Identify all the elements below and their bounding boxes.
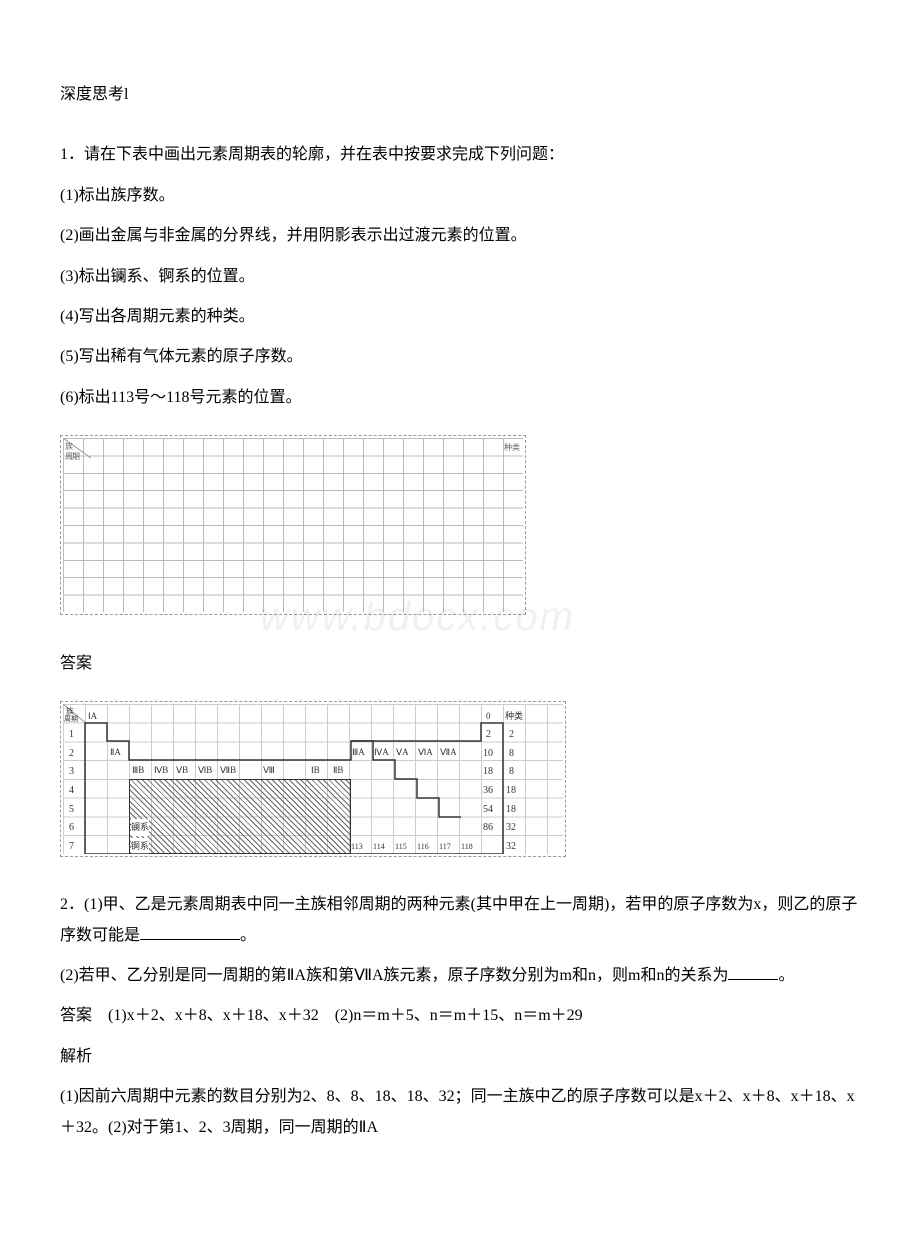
group-label: ⅦA <box>440 744 457 761</box>
group-label: ⅠA <box>88 708 97 725</box>
group-label: ⅠB <box>311 762 320 779</box>
count-num: 2 <box>509 725 514 744</box>
count-num: 32 <box>506 818 516 837</box>
q1-intro: 1．请在下表中画出元素周期表的轮廓，并在表中按要求完成下列问题： <box>60 140 860 170</box>
group-label: 0 <box>486 708 491 725</box>
grid1-corner-right: 种类 <box>504 440 520 455</box>
period-num: 4 <box>69 781 74 800</box>
group-label: ⅣB <box>154 762 168 779</box>
lanthanide-label: 镧系 <box>131 819 149 836</box>
period-num: 3 <box>69 762 74 781</box>
blank-line <box>728 963 778 980</box>
answer-2-text: (1)x＋2、x＋8、x＋18、x＋32 (2)n＝m＋5、n＝m＋15、n＝m… <box>108 1007 583 1024</box>
q2-2-text: (2)若甲、乙分别是同一周期的第ⅡA族和第ⅦA族元素，原子序数分别为m和n，则m… <box>60 967 728 984</box>
group-label: ⅣA <box>374 744 389 761</box>
period-num: 2 <box>69 744 74 763</box>
grid1-corner-period: 周期 <box>65 449 79 464</box>
answer-2: 答案 (1)x＋2、x＋8、x＋18、x＋32 (2)n＝m＋5、n＝m＋15、… <box>60 1001 860 1031</box>
group-label: ⅦB <box>220 762 236 779</box>
period-num: 5 <box>69 800 74 819</box>
group-label: ⅤA <box>396 744 409 761</box>
elem-114: 114 <box>373 839 385 854</box>
q1-item-3: (3)标出镧系、锕系的位置。 <box>60 262 860 292</box>
period-num: 1 <box>69 725 74 744</box>
q2-2-end: 。 <box>778 967 794 984</box>
group-label: Ⅷ <box>263 762 275 779</box>
q1-item-5: (5)写出稀有气体元素的原子序数。 <box>60 342 860 372</box>
answer-grid-container: 族 周期 1 2 3 4 5 6 7 ⅠA ⅡA ⅢB ⅣB ⅤB ⅥB ⅦB … <box>60 701 566 857</box>
section-title: 深度思考l <box>60 80 860 110</box>
group-label: ⅡB <box>333 762 343 779</box>
count-num: 32 <box>506 837 516 856</box>
group-label: ⅤB <box>176 762 188 779</box>
right-header: 种类 <box>505 708 523 725</box>
group-label: ⅡA <box>110 744 121 761</box>
explain-text: (1)因前六周期中元素的数目分别为2、8、8、18、18、32；同一主族中乙的原… <box>60 1082 860 1143</box>
elem-117: 117 <box>439 839 451 854</box>
q1-item-1: (1)标出族序数。 <box>60 181 860 211</box>
noble-num: 86 <box>483 818 493 837</box>
q1-item-4: (4)写出各周期元素的种类。 <box>60 302 860 332</box>
q1-item-2: (2)画出金属与非金属的分界线，并用阴影表示出过渡元素的位置。 <box>60 221 860 251</box>
q2-1-end: 。 <box>240 927 256 944</box>
answer-label-1: 答案 <box>60 649 860 679</box>
period-num: 6 <box>69 818 74 837</box>
noble-num: 18 <box>483 762 493 781</box>
explain-label: 解析 <box>60 1042 860 1072</box>
q2-1: 2．(1)甲、乙是元素周期表中同一主族相邻周期的两种元素(其中甲在上一周期)，若… <box>60 890 860 951</box>
elem-118: 118 <box>461 839 473 854</box>
group-label: ⅥA <box>418 744 433 761</box>
period-num: 7 <box>69 837 74 856</box>
noble-num: 10 <box>483 744 493 763</box>
q1-item-6: (6)标出113号～118号元素的位置。 <box>60 383 860 413</box>
blank-grid-container: 族 周期 种类 <box>60 435 526 615</box>
noble-num: 2 <box>486 725 491 744</box>
count-num: 18 <box>506 781 516 800</box>
q2-2: (2)若甲、乙分别是同一周期的第ⅡA族和第ⅦA族元素，原子序数分别为m和n，则m… <box>60 961 860 991</box>
group-label: ⅥB <box>198 762 212 779</box>
elem-115: 115 <box>395 839 407 854</box>
elem-116: 116 <box>417 839 429 854</box>
elem-113: 113 <box>351 839 363 854</box>
answer-periodic-grid: 族 周期 1 2 3 4 5 6 7 ⅠA ⅡA ⅢB ⅣB ⅤB ⅥB ⅦB … <box>63 704 563 854</box>
blank-periodic-grid: 族 周期 种类 <box>63 438 523 612</box>
count-num: 8 <box>509 762 514 781</box>
count-num: 18 <box>506 800 516 819</box>
group-label: ⅢB <box>132 762 144 779</box>
count-num: 8 <box>509 744 514 763</box>
blank-line <box>140 923 240 940</box>
group-label: ⅢA <box>352 744 365 761</box>
noble-num: 54 <box>483 800 493 819</box>
answer-label-2: 答案 <box>60 1007 92 1024</box>
actinide-label: 锕系 <box>131 838 149 855</box>
noble-num: 36 <box>483 781 493 800</box>
transition-hatch <box>129 779 351 854</box>
